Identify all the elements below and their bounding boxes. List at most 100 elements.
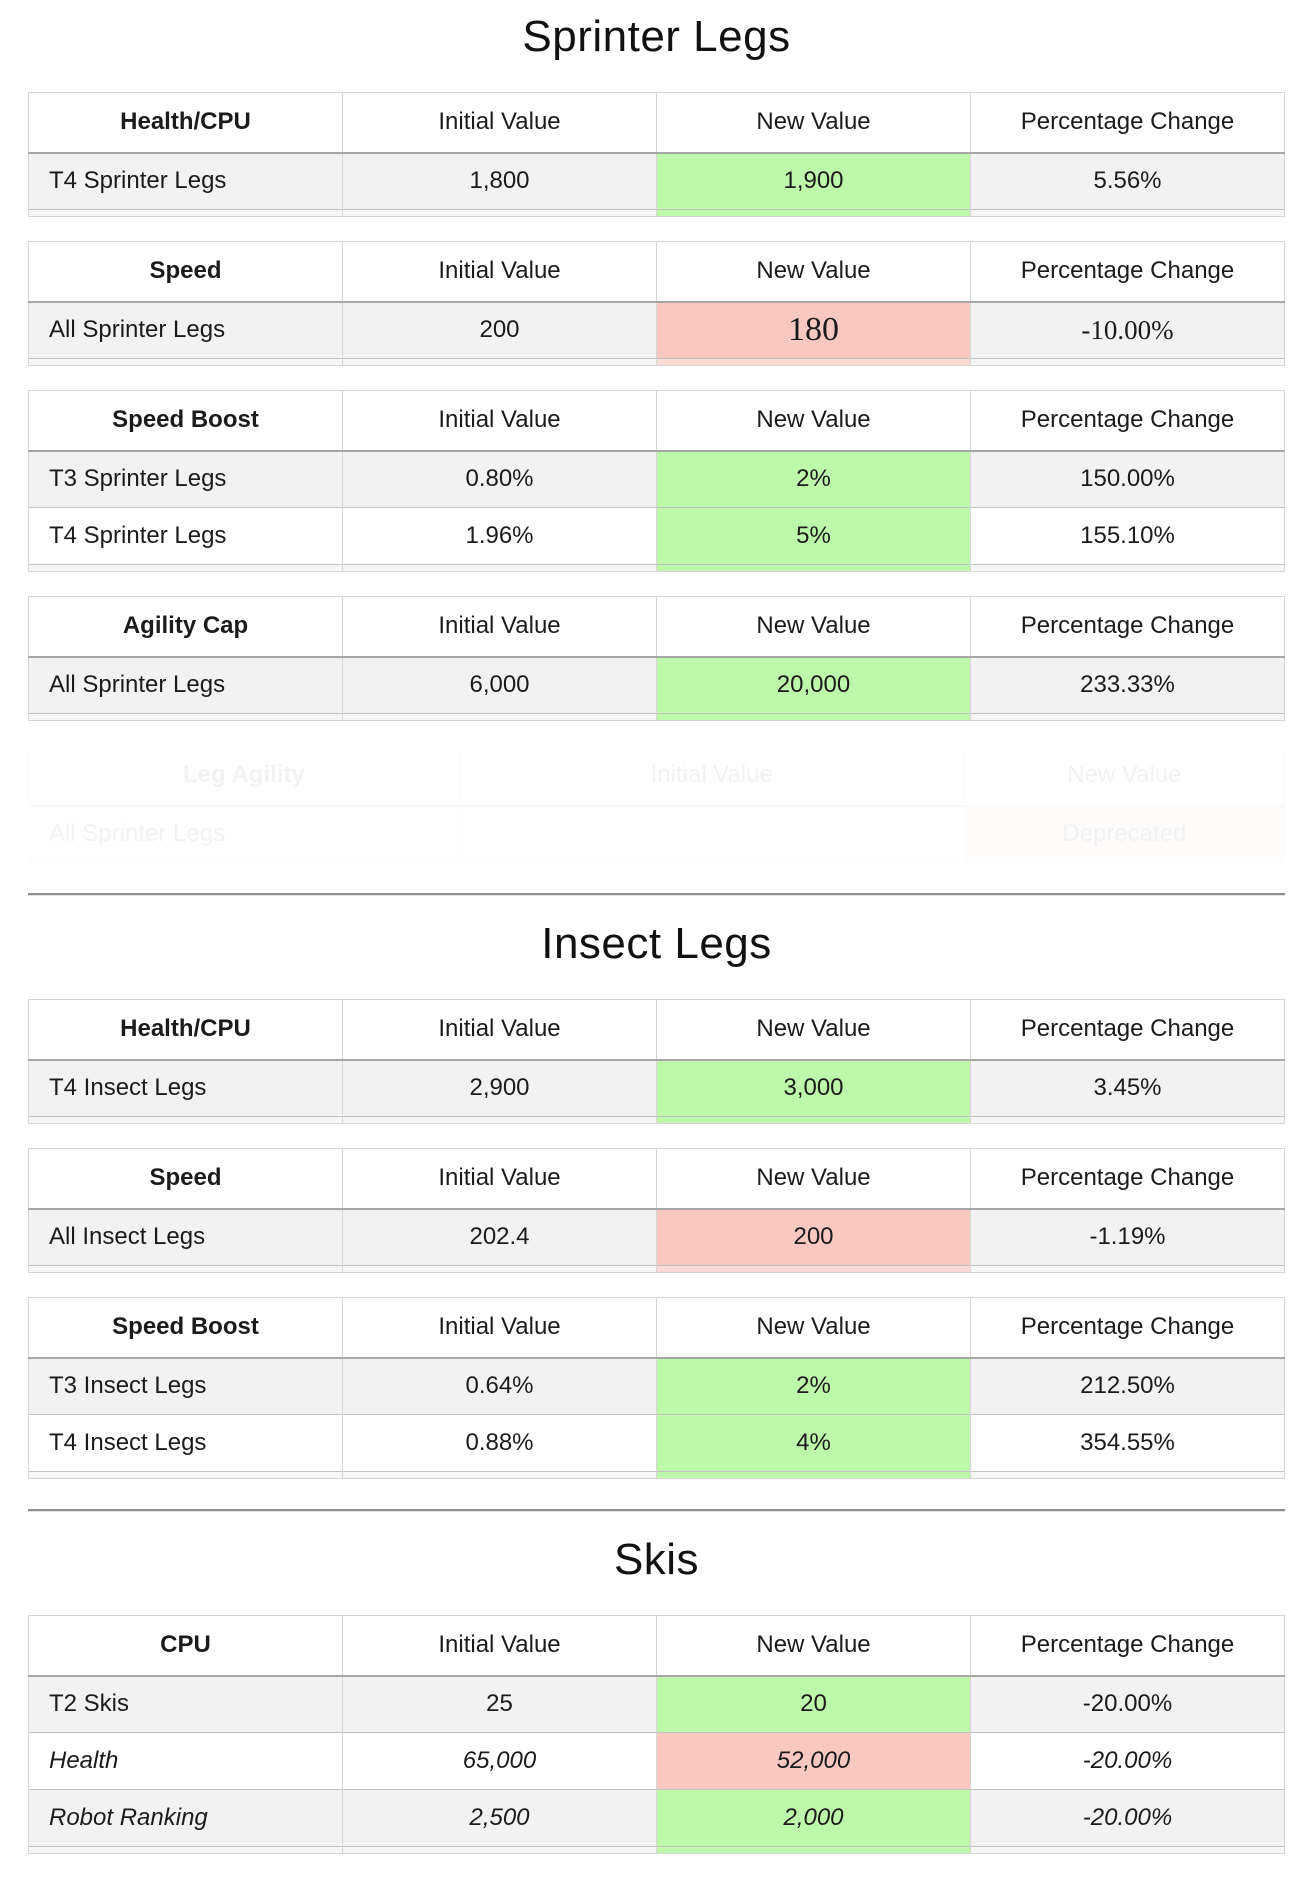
stat-name-header: Speed <box>28 241 343 302</box>
table-header-row: Leg Agility Initial Value New Value <box>28 745 1286 806</box>
table-header-row: Speed Initial Value New Value Percentage… <box>28 1148 1285 1209</box>
initial-value-cell: 200 <box>342 300 657 359</box>
sprinter-agility-cap-table: Agility Cap Initial Value New Value Perc… <box>28 596 1285 721</box>
initial-value-cell: 6,000 <box>342 655 657 714</box>
clipped-cell <box>28 564 343 572</box>
table-row: All Sprinter Legs Deprecated <box>28 804 1286 863</box>
clipped-cell <box>970 209 1285 217</box>
percentage-change-cell: 212.50% <box>970 1356 1285 1415</box>
percentage-change-cell: 155.10% <box>970 507 1285 565</box>
initial-value-header: Initial Value <box>458 745 965 806</box>
row-label-cell: All Sprinter Legs <box>28 804 460 863</box>
initial-value-cell <box>458 804 965 863</box>
sprinter-speed-table: Speed Initial Value New Value Percentage… <box>28 241 1285 366</box>
table-row: T4 Sprinter Legs 1,800 1,900 5.56% <box>28 151 1285 210</box>
fading-deprecated-table-wrapper: Leg Agility Initial Value New Value All … <box>28 745 1286 863</box>
percentage-change-cell: 354.55% <box>970 1414 1285 1472</box>
skis-cpu-table: CPU Initial Value New Value Percentage C… <box>28 1615 1285 1854</box>
clipped-cell <box>970 713 1285 721</box>
clipped-row <box>28 1116 1285 1124</box>
insect-health-cpu-table: Health/CPU Initial Value New Value Perce… <box>28 999 1285 1124</box>
new-value-cell: 3,000 <box>656 1058 971 1117</box>
new-value-header: New Value <box>656 1148 971 1209</box>
insect-speed-table: Speed Initial Value New Value Percentage… <box>28 1148 1285 1273</box>
clipped-cell <box>970 1265 1285 1273</box>
initial-value-cell: 0.88% <box>342 1414 657 1472</box>
percentage-change-header: Percentage Change <box>970 596 1285 657</box>
new-value-cell: Deprecated <box>963 804 1286 863</box>
percentage-change-header: Percentage Change <box>970 241 1285 302</box>
clipped-cell <box>656 713 971 721</box>
initial-value-cell: 25 <box>342 1674 657 1733</box>
percentage-change-cell: 3.45% <box>970 1058 1285 1117</box>
table-row: All Sprinter Legs 6,000 20,000 233.33% <box>28 655 1285 714</box>
initial-value-cell: 2,500 <box>342 1789 657 1847</box>
section-divider <box>28 893 1285 895</box>
clipped-cell <box>342 1846 657 1854</box>
stat-name-header: CPU <box>28 1615 343 1676</box>
percentage-change-cell: 150.00% <box>970 449 1285 508</box>
initial-value-cell: 2,900 <box>342 1058 657 1117</box>
table-row: T3 Sprinter Legs 0.80% 2% 150.00% <box>28 449 1285 508</box>
percentage-change-cell: -10.00% <box>970 300 1285 359</box>
initial-value-header: Initial Value <box>342 1297 657 1358</box>
stat-name-header: Agility Cap <box>28 596 343 657</box>
sprinter-speed-boost-table: Speed Boost Initial Value New Value Perc… <box>28 390 1285 572</box>
row-label-cell: T3 Sprinter Legs <box>28 449 343 508</box>
clipped-cell <box>342 564 657 572</box>
row-label-cell: All Sprinter Legs <box>28 655 343 714</box>
clipped-cell <box>970 1471 1285 1479</box>
percentage-change-cell: -20.00% <box>970 1674 1285 1733</box>
initial-value-header: Initial Value <box>342 1615 657 1676</box>
document-page: Sprinter Legs Health/CPU Initial Value N… <box>0 12 1313 1854</box>
new-value-cell: 20 <box>656 1674 971 1733</box>
clipped-row <box>28 209 1285 217</box>
clipped-cell <box>656 564 971 572</box>
new-value-cell: 5% <box>656 507 971 565</box>
initial-value-cell: 65,000 <box>342 1732 657 1790</box>
percentage-change-cell: 233.33% <box>970 655 1285 714</box>
sprinter-health-cpu-table: Health/CPU Initial Value New Value Perce… <box>28 92 1285 217</box>
row-label-cell: T4 Sprinter Legs <box>28 151 343 210</box>
row-label-cell: T3 Insect Legs <box>28 1356 343 1415</box>
new-value-cell: 20,000 <box>656 655 971 714</box>
table-row: All Insect Legs 202.4 200 -1.19% <box>28 1207 1285 1266</box>
table-header-row: Health/CPU Initial Value New Value Perce… <box>28 999 1285 1060</box>
new-value-cell: 52,000 <box>656 1732 971 1790</box>
clipped-cell <box>656 1471 971 1479</box>
initial-value-header: Initial Value <box>342 92 657 153</box>
initial-value-header: Initial Value <box>342 999 657 1060</box>
stat-name-header: Speed Boost <box>28 1297 343 1358</box>
row-label-cell: Robot Ranking <box>28 1789 343 1847</box>
percentage-change-cell: -1.19% <box>970 1207 1285 1266</box>
table-row: T3 Insect Legs 0.64% 2% 212.50% <box>28 1356 1285 1415</box>
clipped-row <box>28 564 1285 572</box>
clipped-cell <box>970 1116 1285 1124</box>
table-row: T2 Skis 25 20 -20.00% <box>28 1674 1285 1733</box>
initial-value-cell: 1.96% <box>342 507 657 565</box>
clipped-cell <box>656 358 971 366</box>
clipped-cell <box>28 713 343 721</box>
new-value-header: New Value <box>656 241 971 302</box>
clipped-row <box>28 1471 1285 1479</box>
clipped-cell <box>970 564 1285 572</box>
table-row: T4 Sprinter Legs 1.96% 5% 155.10% <box>28 507 1285 565</box>
new-value-header: New Value <box>656 92 971 153</box>
initial-value-header: Initial Value <box>342 241 657 302</box>
clipped-cell <box>656 1846 971 1854</box>
row-label-cell: Health <box>28 1732 343 1790</box>
table-row: T4 Insect Legs 2,900 3,000 3.45% <box>28 1058 1285 1117</box>
percentage-change-header: Percentage Change <box>970 1297 1285 1358</box>
row-label-cell: All Sprinter Legs <box>28 300 343 359</box>
table-header-row: Agility Cap Initial Value New Value Perc… <box>28 596 1285 657</box>
clipped-row <box>28 1846 1285 1854</box>
clipped-cell <box>656 1116 971 1124</box>
clipped-cell <box>28 209 343 217</box>
clipped-cell <box>342 1265 657 1273</box>
stat-name-header: Speed Boost <box>28 390 343 451</box>
section-title-skis: Skis <box>613 1535 700 1584</box>
clipped-cell <box>28 1116 343 1124</box>
table-header-row: Speed Initial Value New Value Percentage… <box>28 241 1285 302</box>
clipped-cell <box>342 713 657 721</box>
table-header-row: Speed Boost Initial Value New Value Perc… <box>28 1297 1285 1358</box>
